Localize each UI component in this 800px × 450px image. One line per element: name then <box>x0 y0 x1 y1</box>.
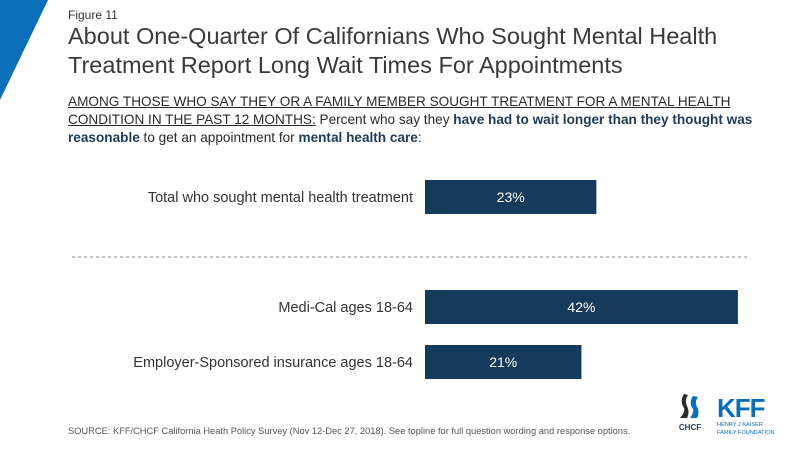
category-label-3: Employer-Sponsored insurance ages 18-64 <box>133 355 413 371</box>
bar-value-label-3: 21% <box>489 354 517 370</box>
bar-3 <box>425 345 582 379</box>
subtitle-bold-1: have had to wait longer than they though… <box>68 112 753 145</box>
bar-2 <box>425 290 738 324</box>
source-footnote: SOURCE: KFF/CHCF California Heath Policy… <box>68 426 631 436</box>
bar-value-label-1: 23% <box>497 189 525 205</box>
chart-title: About One-Quarter Of Californians Who So… <box>68 23 718 78</box>
figure-label: Figure 11 <box>68 8 118 22</box>
subtitle-part-1: Percent who say they <box>315 112 454 127</box>
category-label-2: Medi-Cal ages 18-64 <box>278 300 413 316</box>
category-label-1: Total who sought mental health treatment <box>148 190 413 206</box>
subtitle-part-3: : <box>417 130 422 145</box>
chcf-logo: CHCF <box>670 392 710 436</box>
bar-chart: 23% Total who sought mental health treatm… <box>72 180 748 379</box>
subtitle-underlined: AMONG THOSE WHO SAY THEY OR A FAMILY MEM… <box>68 94 731 127</box>
corner-accent-shape <box>0 0 48 100</box>
chart-subtitle: AMONG THOSE WHO SAY THEY OR A FAMILY MEM… <box>68 93 768 147</box>
chcf-logo-text: CHCF <box>678 423 702 432</box>
kff-logo-text: KFF <box>717 393 766 423</box>
subtitle-part-2: to get an appointment for <box>139 130 299 145</box>
kff-logo: KFF HENRY J KAISER FAMILY FOUNDATION <box>717 395 787 436</box>
kff-logo-subtext-2: FAMILY FOUNDATION <box>717 429 775 436</box>
kff-logo-subtext-1: HENRY J KAISER <box>717 422 763 428</box>
bar-1 <box>425 180 597 214</box>
chcf-figures-icon <box>680 394 699 418</box>
subtitle-bold-2: mental health care <box>298 130 418 145</box>
bar-value-label-2: 42% <box>567 299 595 315</box>
